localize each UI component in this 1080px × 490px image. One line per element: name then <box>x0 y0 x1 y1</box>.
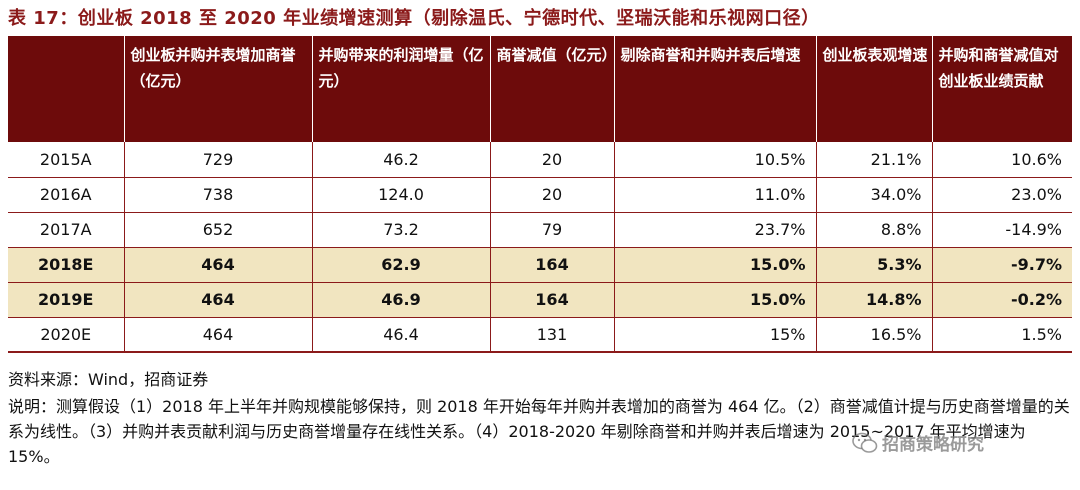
header-row: 创业板并购并表增加商誉（亿元） 并购带来的利润增量（亿元） 商誉减值（亿元） 剔… <box>8 36 1072 142</box>
row-year-cell: 2020E <box>8 317 125 353</box>
row-apparent-growth-cell: 5.3% <box>816 247 933 283</box>
watermark: 招商策略研究 <box>852 430 984 455</box>
header-cell-goodwill: 创业板并购并表增加商誉（亿元） <box>124 36 313 142</box>
explanation-note: 说明：测算假设（1）2018 年上半年并购规模能够保持，则 2018 年开始每年… <box>8 397 1070 466</box>
watermark-text: 招商策略研究 <box>882 435 984 455</box>
row-adjusted-growth-cell: 10.5% <box>614 142 817 178</box>
row-apparent-growth-cell: 34.0% <box>816 177 933 213</box>
table-row: 2017A 652 73.2 79 23.7% 8.8% -14.9% <box>8 212 1072 248</box>
row-contribution-cell: -9.7% <box>932 247 1072 283</box>
row-contribution-cell: -14.9% <box>932 212 1072 248</box>
row-apparent-growth-cell: 8.8% <box>816 212 933 248</box>
row-apparent-growth-cell: 21.1% <box>816 142 933 178</box>
row-year-cell: 2018E <box>8 247 125 283</box>
row-goodwill-cell: 464 <box>124 247 313 283</box>
table-row: 2018E 464 62.9 164 15.0% 5.3% -9.7% <box>8 247 1072 283</box>
row-adjusted-growth-cell: 23.7% <box>614 212 817 248</box>
row-goodwill-cell: 652 <box>124 212 313 248</box>
row-contribution-cell: 23.0% <box>932 177 1072 213</box>
header-cell-contribution: 并购和商誉减值对创业板业绩贡献 <box>932 36 1072 142</box>
row-contribution-cell: 10.6% <box>932 142 1072 178</box>
row-impairment-cell: 20 <box>490 177 615 213</box>
row-goodwill-cell: 464 <box>124 282 313 318</box>
row-contribution-cell: -0.2% <box>932 282 1072 318</box>
table-title: 表 17：创业板 2018 至 2020 年业绩增速测算（剔除温氏、宁德时代、坚… <box>8 8 820 29</box>
source-note: 资料来源：Wind，招商证券 <box>8 370 209 389</box>
row-goodwill-cell: 729 <box>124 142 313 178</box>
header-cell-apparent-growth: 创业板表观增速 <box>816 36 933 142</box>
row-profit-cell: 62.9 <box>312 247 491 283</box>
row-year-cell: 2015A <box>8 142 125 178</box>
row-profit-cell: 73.2 <box>312 212 491 248</box>
row-adjusted-growth-cell: 11.0% <box>614 177 817 213</box>
table-row: 2020E 464 46.4 131 15% 16.5% 1.5% <box>8 317 1072 353</box>
header-cell-impairment: 商誉减值（亿元） <box>490 36 617 142</box>
row-profit-cell: 124.0 <box>312 177 491 213</box>
header-cell-adjusted-growth: 剔除商誉和并购并表后增速 <box>614 36 817 142</box>
row-profit-cell: 46.2 <box>312 142 491 178</box>
header-cell-year <box>8 36 125 142</box>
row-contribution-cell: 1.5% <box>932 317 1072 353</box>
row-impairment-cell: 20 <box>490 142 615 178</box>
row-goodwill-cell: 738 <box>124 177 313 213</box>
row-adjusted-growth-cell: 15.0% <box>614 247 817 283</box>
table-row: 2016A 738 124.0 20 11.0% 34.0% 23.0% <box>8 177 1072 213</box>
row-apparent-growth-cell: 14.8% <box>816 282 933 318</box>
row-year-cell: 2016A <box>8 177 125 213</box>
row-impairment-cell: 164 <box>490 247 615 283</box>
row-impairment-cell: 131 <box>490 317 615 353</box>
row-year-cell: 2019E <box>8 282 125 318</box>
row-adjusted-growth-cell: 15.0% <box>614 282 817 318</box>
wechat-icon <box>852 432 878 453</box>
table-row: 2015A 729 46.2 20 10.5% 21.1% 10.6% <box>8 142 1072 178</box>
row-adjusted-growth-cell: 15% <box>614 317 817 353</box>
row-impairment-cell: 79 <box>490 212 615 248</box>
header-cell-profit: 并购带来的利润增量（亿元） <box>312 36 491 142</box>
row-year-cell: 2017A <box>8 212 125 248</box>
row-profit-cell: 46.4 <box>312 317 491 353</box>
row-goodwill-cell: 464 <box>124 317 313 353</box>
data-table: 创业板并购并表增加商誉（亿元） 并购带来的利润增量（亿元） 商誉减值（亿元） 剔… <box>8 36 1072 353</box>
row-impairment-cell: 164 <box>490 282 615 318</box>
row-profit-cell: 46.9 <box>312 282 491 318</box>
row-apparent-growth-cell: 16.5% <box>816 317 933 353</box>
table-row: 2019E 464 46.9 164 15.0% 14.8% -0.2% <box>8 282 1072 318</box>
